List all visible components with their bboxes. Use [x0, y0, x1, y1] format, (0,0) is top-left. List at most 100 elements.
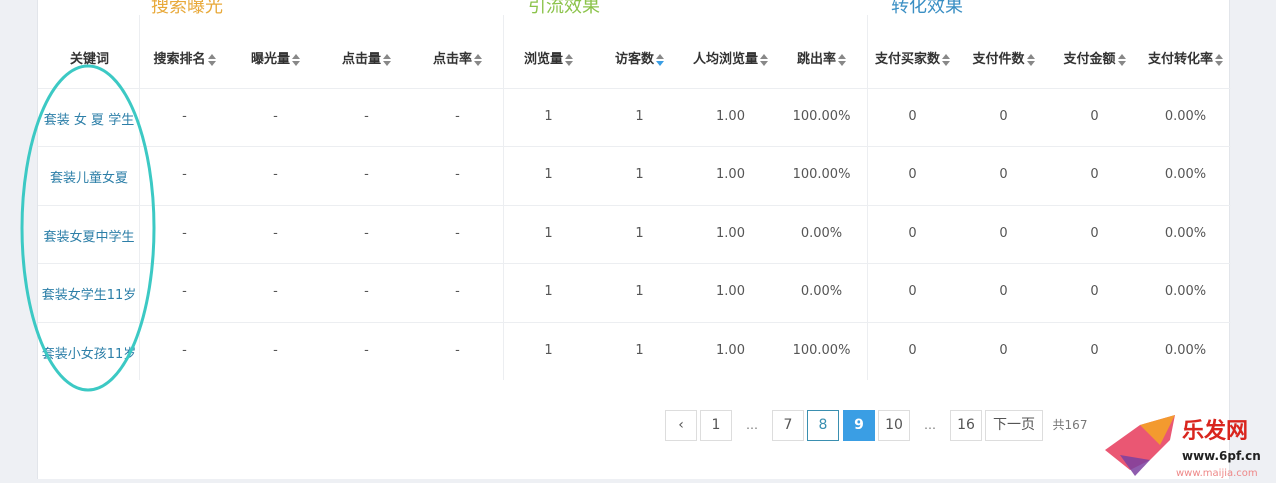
column-label: 支付件数 — [972, 52, 1025, 67]
table-cell: 0.00% — [1164, 225, 1207, 241]
svg-text:www.maijia.com: www.maijia.com — [1176, 468, 1258, 479]
table-cell: 0 — [908, 284, 917, 300]
table-cell: 0 — [1090, 342, 1099, 358]
table-row: 套装女学生11岁 - - - - 1 1 1.00 0.00% 0 0 0 0.00% — [38, 263, 1231, 321]
table-cell: - — [455, 342, 460, 358]
column-label: 跳出率 — [796, 52, 836, 67]
table-cell: - — [364, 284, 369, 300]
sort-icon[interactable] — [838, 53, 846, 66]
column-header[interactable]: 支付金额 — [1049, 48, 1140, 67]
column-label: 支付金额 — [1063, 52, 1116, 67]
table-cell: 1.00 — [716, 284, 745, 300]
column-header[interactable]: 访客数 — [594, 48, 685, 67]
column-label: 支付买家数 — [874, 52, 940, 67]
column-header[interactable]: 跳出率 — [776, 48, 867, 67]
next-page-button[interactable]: 下一页 — [985, 410, 1043, 441]
table-cell: 1 — [544, 225, 553, 241]
column-label: 访客数 — [614, 52, 654, 67]
table-row: 套装 女 夏 学生 - - - - 1 1 1.00 100.00% 0 0 0 0.00% — [38, 88, 1231, 146]
keyword-link[interactable]: 套装小女孩11岁 — [41, 346, 137, 362]
table-cell: 0.00% — [1164, 167, 1207, 183]
sort-icon[interactable] — [207, 53, 216, 66]
column-header[interactable]: 支付买家数 — [867, 48, 958, 67]
column-header[interactable]: 曝光量 — [230, 48, 321, 67]
column-header[interactable]: 点击率 — [412, 48, 503, 67]
table-cell: 1.00 — [716, 225, 745, 241]
page-9-button[interactable]: 9 — [843, 410, 875, 441]
table-cell: - — [455, 109, 460, 124]
sort-icon[interactable] — [565, 53, 573, 66]
table-cell: 100.00% — [792, 342, 851, 358]
page-16-button[interactable]: 16 — [950, 410, 982, 441]
keyword-link[interactable]: 套装女夏中学生 — [43, 229, 135, 245]
table-cell: 1 — [635, 109, 644, 124]
table-cell: - — [364, 109, 369, 124]
keyword-link[interactable]: 套装 女 夏 学生 — [43, 113, 135, 128]
table-row: 套装女夏中学生 - - - - 1 1 1.00 0.00% 0 0 0 0.00% — [38, 204, 1231, 263]
table-cell: 0 — [1090, 225, 1099, 241]
table-row: 套装儿童女夏 - - - - 1 1 1.00 100.00% 0 0 0 0.00% — [38, 146, 1231, 204]
column-header[interactable]: 支付件数 — [958, 48, 1049, 67]
total-pages: 共167 — [1052, 418, 1088, 432]
table-cell: 100.00% — [792, 109, 851, 124]
page-1-button[interactable]: 1 — [700, 410, 732, 441]
keyword-table-panel: 搜索曝光 引流效果 转化效果 关键词 搜索排名 曝光量 点击量 点击率 浏览量 访客数 人均浏览量… — [37, 0, 1231, 479]
pagination-ellipsis: … — [924, 418, 936, 432]
table-cell: 1 — [635, 342, 644, 358]
divider — [503, 15, 504, 380]
sort-icon[interactable] — [1215, 53, 1223, 66]
table-cell: 0 — [908, 342, 917, 358]
sort-icon[interactable] — [656, 53, 664, 66]
table-cell: - — [364, 342, 369, 358]
sort-icon[interactable] — [942, 53, 950, 66]
table-cell: 0 — [908, 109, 917, 124]
table-cell: 0 — [908, 167, 917, 183]
column-header[interactable]: 支付转化率 — [1140, 48, 1231, 67]
svg-text:乐发网: 乐发网 — [1182, 418, 1248, 444]
table-cell: 1 — [544, 109, 553, 124]
column-label: 曝光量 — [250, 52, 290, 67]
table-cell: 1 — [635, 284, 644, 300]
table-cell: 0 — [999, 109, 1008, 124]
table-cell: 0 — [1090, 109, 1099, 124]
sort-icon[interactable] — [474, 53, 482, 66]
pagination-ellipsis: … — [746, 418, 758, 432]
table-cell: 1.00 — [716, 109, 745, 124]
column-header[interactable]: 搜索排名 — [139, 48, 230, 67]
table-cell: - — [364, 167, 369, 183]
table-cell: 1.00 — [716, 342, 745, 358]
column-label: 点击量 — [341, 52, 381, 67]
table-cell: - — [182, 109, 187, 124]
sort-icon[interactable] — [383, 53, 391, 66]
sort-icon[interactable] — [1117, 53, 1126, 66]
table-cell: 0.00% — [800, 284, 843, 300]
column-header[interactable]: 点击量 — [321, 48, 412, 67]
svg-text:www.6pf.cn: www.6pf.cn — [1182, 449, 1261, 463]
table-cell: - — [182, 342, 187, 358]
page-8-button[interactable]: 8 — [807, 410, 839, 441]
column-header[interactable]: 浏览量 — [503, 48, 594, 67]
table-cell: 1 — [544, 342, 553, 358]
table-cell: 0 — [999, 225, 1008, 241]
column-label: 浏览量 — [523, 52, 563, 67]
keyword-link[interactable]: 套装女学生11岁 — [41, 288, 137, 304]
table-cell: 1.00 — [716, 167, 745, 183]
column-header[interactable]: 人均浏览量 — [685, 48, 776, 67]
divider — [867, 15, 868, 380]
table-cell: - — [182, 284, 187, 300]
keyword-link[interactable]: 套装儿童女夏 — [49, 171, 128, 187]
page-7-button[interactable]: 7 — [772, 410, 804, 441]
table-cell: - — [273, 167, 278, 183]
prev-page-button[interactable]: ‹ — [665, 410, 697, 441]
table-cell: - — [273, 284, 278, 300]
table-cell: 0 — [999, 342, 1008, 358]
sort-icon[interactable] — [760, 53, 768, 66]
column-label: 点击率 — [432, 52, 472, 67]
sort-icon[interactable] — [292, 53, 300, 66]
table-cell: - — [273, 225, 278, 241]
sort-icon[interactable] — [1026, 53, 1035, 66]
page-10-button[interactable]: 10 — [878, 410, 910, 441]
table-cell: 0.00% — [1164, 109, 1207, 124]
table-cell: 0.00% — [1164, 342, 1207, 358]
column-label: 关键词 — [69, 52, 109, 67]
